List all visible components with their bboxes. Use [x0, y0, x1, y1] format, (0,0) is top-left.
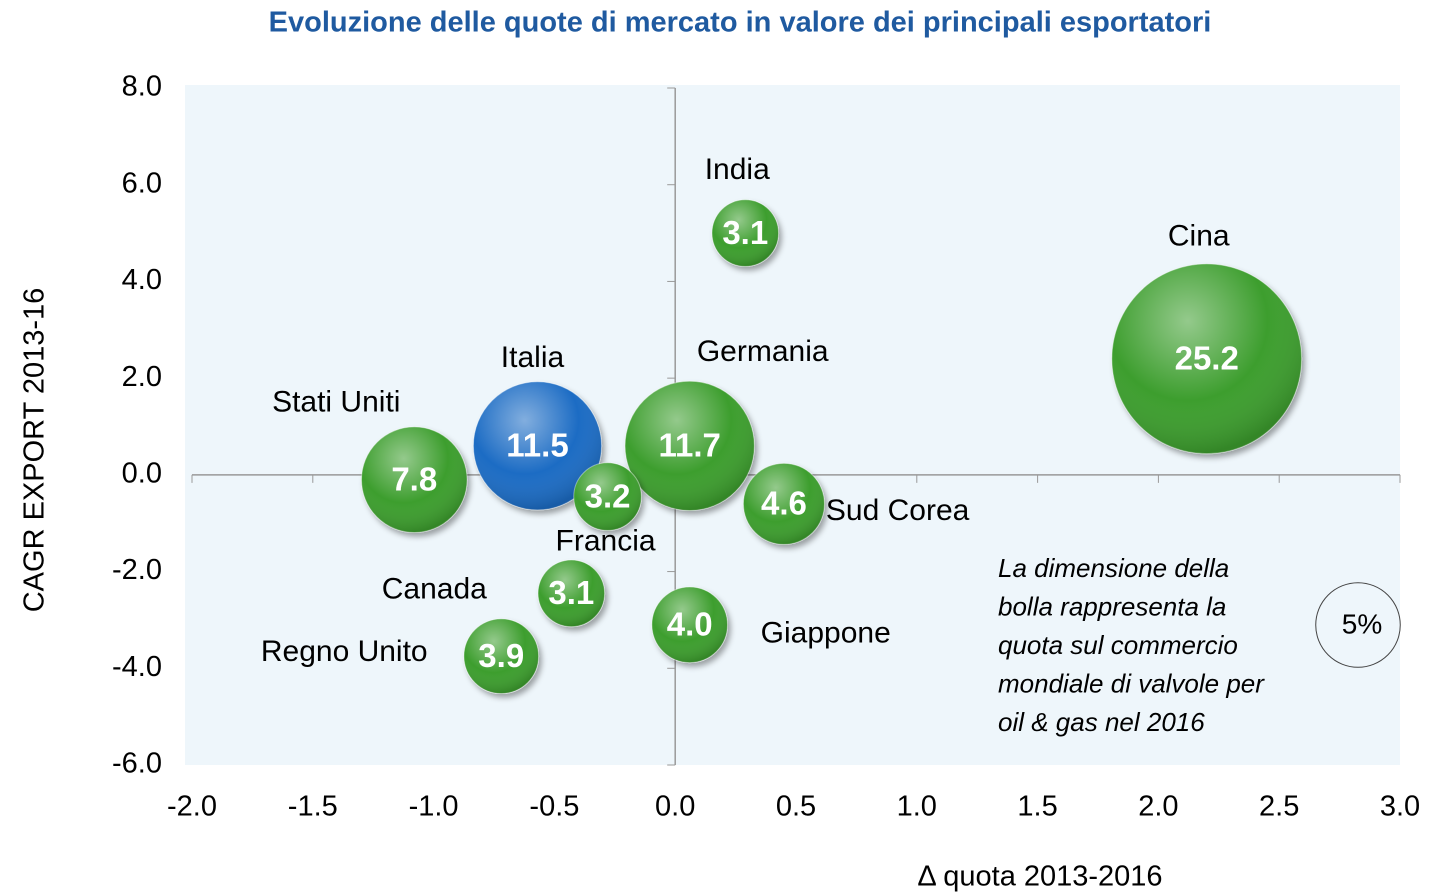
annotation-line: bolla rappresenta la — [998, 591, 1226, 621]
x-tick-label: -2.0 — [167, 791, 217, 823]
bubble-label: Germania — [697, 335, 829, 368]
bubble-value: 3.2 — [585, 477, 631, 514]
bubble-highlight — [538, 560, 605, 627]
y-tick-label: -4.0 — [112, 651, 162, 683]
x-tick-label: -1.0 — [409, 791, 459, 823]
annotation-line: La dimensione della — [998, 553, 1229, 583]
y-tick-label: -6.0 — [112, 748, 162, 780]
chart-title: Evoluzione delle quote di mercato in val… — [269, 7, 1212, 39]
bubble-highlight — [361, 426, 468, 533]
bubble-value: 4.6 — [761, 485, 807, 522]
bubble-highlight — [743, 463, 825, 545]
bubble-label: Regno Unito — [261, 635, 428, 668]
bubble-label: Sud Corea — [826, 494, 970, 527]
annotation-line: oil & gas nel 2016 — [998, 707, 1205, 737]
y-tick-label: -2.0 — [112, 554, 162, 586]
y-axis-label: CAGR EXPORT 2013-16 — [19, 288, 51, 613]
x-tick-label: -1.5 — [288, 791, 338, 823]
x-tick-label: 0.5 — [776, 791, 816, 823]
bubble-label: Stati Uniti — [272, 386, 400, 419]
bubble-highlight — [711, 199, 779, 267]
bubble-value: 4.0 — [667, 605, 713, 642]
bubble-value: 11.7 — [658, 427, 720, 464]
bubble-value: 3.1 — [548, 574, 594, 611]
bubble-label: Italia — [501, 341, 565, 374]
bubble-highlight — [625, 381, 755, 511]
bubble-label: India — [705, 153, 770, 186]
x-tick-label: 3.0 — [1380, 791, 1420, 823]
bubble-label: Francia — [556, 525, 656, 558]
bubble-highlight — [473, 381, 602, 510]
y-tick-label: 2.0 — [122, 361, 162, 393]
bubble-highlight — [651, 586, 728, 663]
bubble-label: Cina — [1168, 220, 1230, 253]
bubble-value: 25.2 — [1175, 340, 1239, 377]
bubble-highlight — [463, 618, 539, 694]
x-tick-label: -0.5 — [529, 791, 579, 823]
bubble-value: 3.9 — [478, 637, 524, 674]
size-legend-label: 5% — [1342, 608, 1382, 639]
x-tick-label: 0.0 — [655, 791, 695, 823]
y-tick-label: 6.0 — [122, 167, 162, 199]
annotation-line: mondiale di valvole per — [998, 668, 1265, 698]
bubble-highlight — [1111, 263, 1302, 454]
x-axis-label: Δ quota 2013-2016 — [917, 861, 1162, 893]
bubble-highlight — [573, 462, 642, 531]
x-tick-label: 1.5 — [1017, 791, 1057, 823]
y-tick-label: 8.0 — [122, 71, 162, 103]
y-tick-label: 4.0 — [122, 264, 162, 296]
bubble-value: 3.1 — [722, 214, 768, 251]
bubble-label: Canada — [382, 572, 487, 605]
size-legend-bubble — [1315, 582, 1401, 668]
y-tick-label: 0.0 — [122, 458, 162, 490]
bubble-value: 11.5 — [506, 427, 568, 464]
annotation-line: quota sul commercio — [998, 630, 1238, 660]
x-tick-label: 2.5 — [1259, 791, 1299, 823]
x-tick-label: 2.0 — [1138, 791, 1178, 823]
x-tick-label: 1.0 — [897, 791, 937, 823]
bubble-label: Giappone — [761, 617, 891, 650]
bubble-value: 7.8 — [391, 460, 437, 497]
